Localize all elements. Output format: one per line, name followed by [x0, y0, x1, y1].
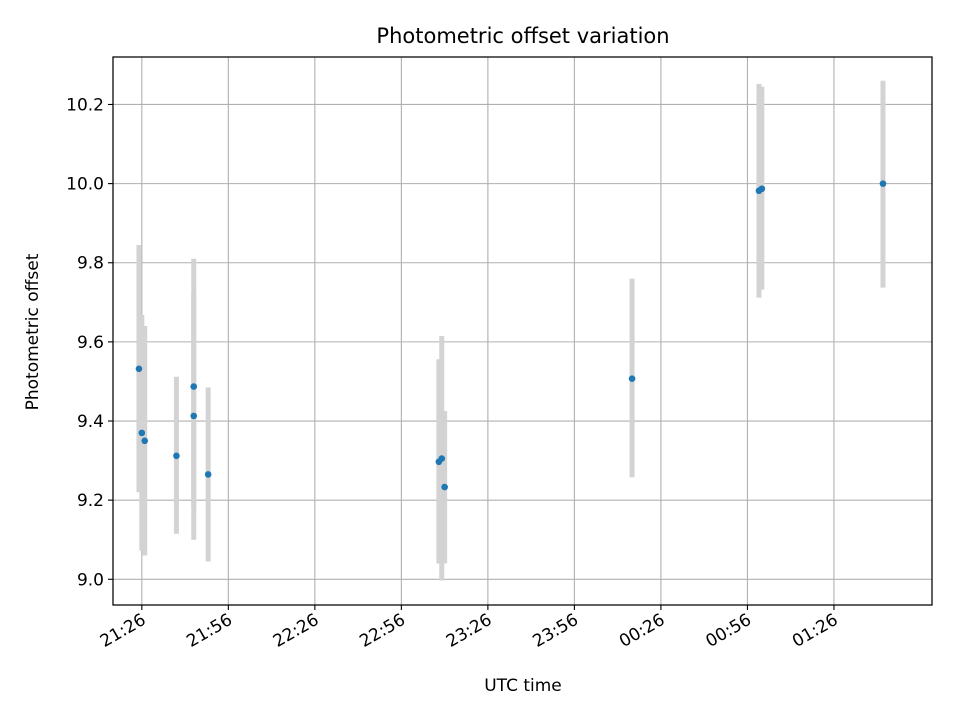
y-tick-label: 9.4	[77, 412, 104, 432]
plot-frame	[112, 56, 933, 606]
data-point	[204, 471, 212, 478]
data-point	[135, 365, 143, 373]
chart-title: Photometric offset variation	[376, 24, 669, 48]
data-point	[628, 375, 636, 382]
data-points	[135, 180, 887, 491]
data-point	[141, 437, 149, 445]
data-point	[138, 429, 146, 437]
y-tick-label: 9.6	[77, 333, 104, 353]
data-point	[190, 412, 198, 420]
data-point	[441, 483, 448, 491]
y-tick-label: 10.2	[66, 95, 104, 115]
y-axis-ticks: 9.0 9.2 9.4 9.6 9.8 10.0 10.2	[66, 95, 113, 590]
y-tick-label: 10.0	[66, 175, 104, 195]
y-tick-label: 9.8	[77, 254, 104, 274]
y-tick-label: 9.0	[77, 570, 104, 590]
grid	[113, 57, 932, 605]
data-point	[879, 180, 887, 187]
data-point	[173, 452, 180, 460]
y-axis-label: Photometric offset	[23, 253, 43, 410]
x-axis-label: UTC time	[484, 676, 562, 696]
y-tick-label: 9.2	[77, 491, 104, 511]
data-point	[438, 455, 446, 462]
data-point	[758, 185, 766, 193]
data-point	[190, 383, 198, 390]
